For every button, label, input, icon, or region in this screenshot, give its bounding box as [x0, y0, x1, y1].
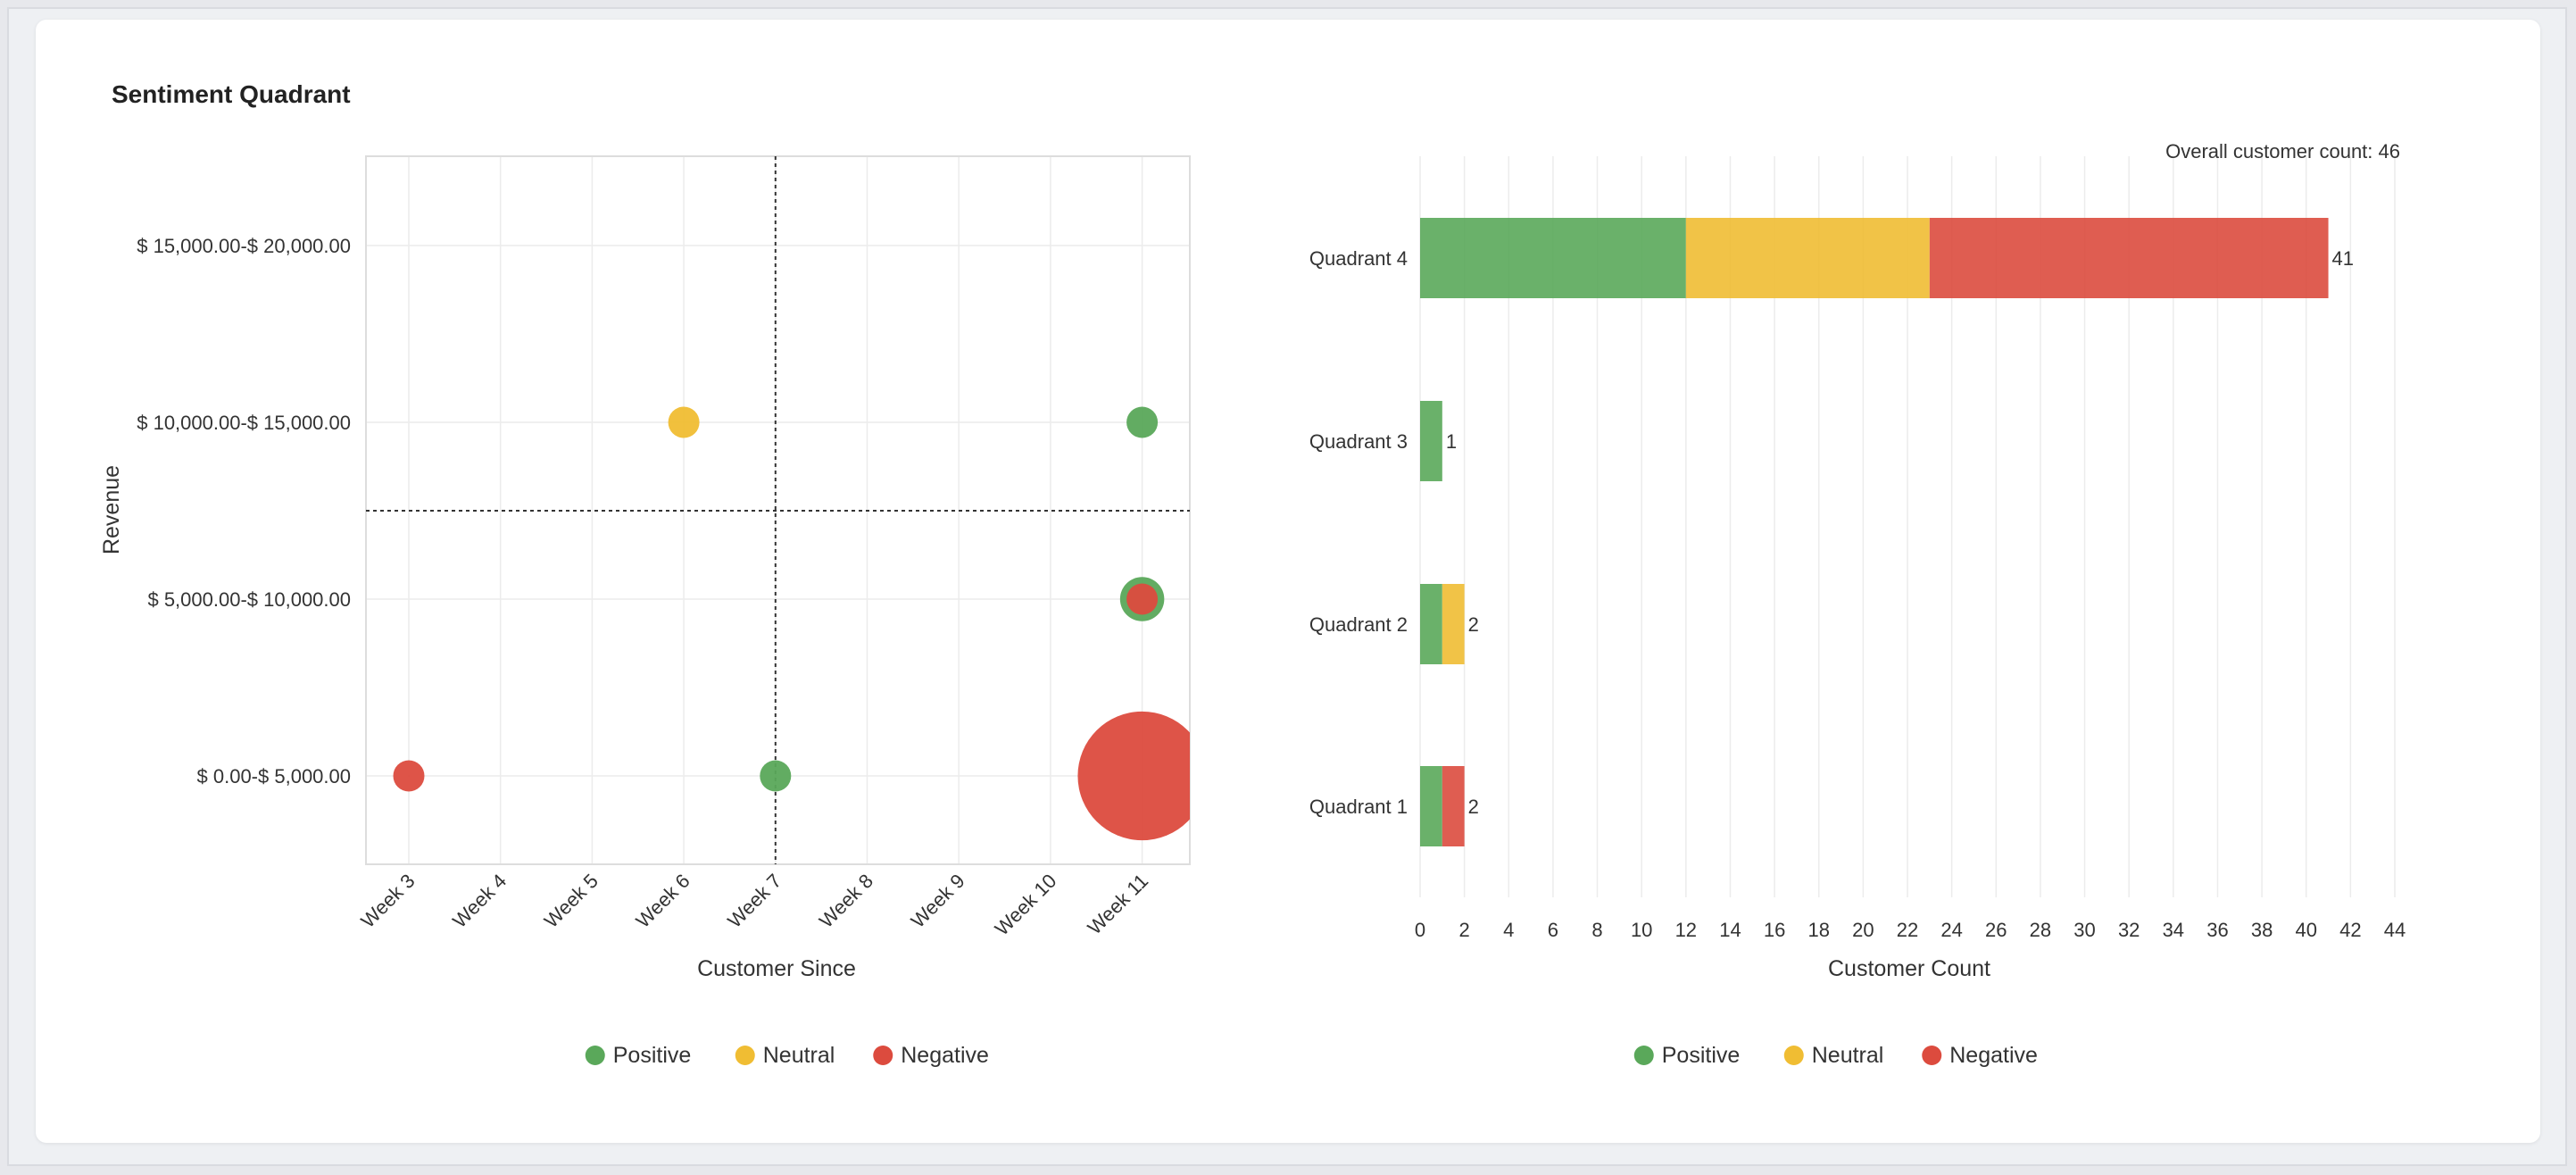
legend-item-positive[interactable]: Positive	[585, 1043, 692, 1068]
bar-x-tick-label: 8	[1591, 919, 1602, 941]
bar-total-label: 2	[1468, 796, 1479, 818]
bubble-point-negative[interactable]	[393, 760, 425, 792]
bubble-point-positive[interactable]	[1126, 406, 1159, 438]
legend-item-neutral[interactable]: Neutral	[735, 1043, 835, 1068]
bar-x-tick-label: 2	[1459, 919, 1470, 941]
legend-swatch	[873, 1046, 893, 1065]
bubble-y-tick-label: $ 5,000.00-$ 10,000.00	[147, 588, 351, 611]
bar-x-tick-label: 16	[1764, 919, 1785, 941]
bar-x-tick-label: 44	[2384, 919, 2406, 941]
bubble-grid	[366, 156, 1190, 864]
chart-card: Sentiment Quadrant	[36, 20, 2540, 1143]
bubble-x-tick-label: Week 9	[907, 870, 969, 932]
legend-item-neutral[interactable]: Neutral	[1783, 1043, 1884, 1068]
bar-x-tick-label: 18	[1807, 919, 1829, 941]
legend-label: Positive	[613, 1043, 692, 1068]
legend-item-negative[interactable]: Negative	[1922, 1043, 2038, 1068]
legend-item-negative[interactable]: Negative	[873, 1043, 989, 1068]
bar-segment-positive[interactable]	[1420, 401, 1442, 481]
bar-x-tick-label: 30	[2073, 919, 2095, 941]
bar-x-tick-label: 28	[2030, 919, 2051, 941]
bubble-x-tick-label: Week 4	[448, 870, 511, 932]
legend-swatch	[1922, 1046, 1942, 1065]
bubble-point-positive[interactable]	[760, 760, 792, 792]
bar-x-tick-label: 34	[2163, 919, 2184, 941]
bar-x-tick-label: 38	[2251, 919, 2273, 941]
bubble-y-tick-label: $ 10,000.00-$ 15,000.00	[137, 412, 351, 434]
bar-x-ticks: 0 2 4 6 8 10 12 14 16 18 20 22 24 26 28 30 32 34 36 38 40 42 4…	[1415, 919, 2406, 941]
bar-segment-positive[interactable]	[1420, 218, 1686, 298]
legend-label: Negative	[1949, 1043, 2038, 1068]
bubble-chart: $ 0.00-$ 5,000.00 $ 5,000.00-$ 10,000.00 $…	[99, 155, 1206, 1068]
legend-label: Neutral	[1812, 1043, 1884, 1068]
bar-total-label: 1	[1446, 430, 1457, 453]
bar-x-tick-label: 6	[1548, 919, 1558, 941]
legend-swatch	[1633, 1046, 1654, 1065]
legend-label: Positive	[1662, 1043, 1741, 1068]
bubble-point-negative[interactable]	[1077, 711, 1206, 841]
bar-segment-neutral[interactable]	[1685, 218, 1930, 298]
bar-x-axis-title: Customer Count	[1828, 956, 1990, 981]
bar-x-tick-label: 14	[1719, 919, 1741, 941]
bubble-legend[interactable]: Positive Neutral Negative	[585, 1043, 989, 1068]
bar-x-tick-label: 42	[2339, 919, 2361, 941]
bar-x-tick-label: 4	[1503, 919, 1514, 941]
overall-count-annotation: Overall customer count: 46	[2165, 140, 2400, 162]
bar-total-label: 2	[1468, 613, 1479, 636]
bubble-x-tick-label: Week 7	[723, 870, 785, 932]
card-title: Sentiment Quadrant	[112, 80, 351, 108]
legend-label: Neutral	[763, 1043, 835, 1068]
bar-segment-neutral[interactable]	[1442, 584, 1465, 664]
bubble-x-tick-label: Week 6	[631, 870, 694, 932]
bar-segment-negative[interactable]	[1442, 766, 1465, 846]
bubble-x-tick-label: Week 3	[356, 870, 419, 932]
bar-category-label: Quadrant 4	[1309, 247, 1408, 270]
bar-category-label: Quadrant 2	[1309, 613, 1408, 636]
bubble-points	[393, 406, 1206, 841]
bubble-y-tick-label: $ 0.00-$ 5,000.00	[197, 765, 351, 788]
bubble-x-tick-label: Week 10	[991, 870, 1061, 940]
bubble-point-negative[interactable]	[1126, 583, 1159, 615]
bar-x-tick-label: 12	[1675, 919, 1697, 941]
bar-x-tick-label: 20	[1852, 919, 1874, 941]
legend-swatch	[735, 1046, 755, 1065]
bar-x-tick-label: 26	[1985, 919, 2007, 941]
bar-category-labels: Quadrant 4 Quadrant 3 Quadrant 2 Quadrant 1	[1309, 247, 1408, 818]
bubble-y-ticks: $ 0.00-$ 5,000.00 $ 5,000.00-$ 10,000.00 $…	[137, 235, 351, 788]
bar-segment-positive[interactable]	[1420, 766, 1442, 846]
bar-x-tick-label: 24	[1940, 919, 1962, 941]
bar-x-tick-label: 22	[1897, 919, 1918, 941]
bubble-x-ticks: Week 3 Week 4 Week 5 Week 6 Week 7 Week 8 Week…	[356, 870, 1152, 940]
legend-swatch	[585, 1046, 605, 1065]
bar-x-tick-label: 32	[2118, 919, 2140, 941]
bubble-point-neutral[interactable]	[668, 406, 700, 438]
bar-x-tick-label: 0	[1415, 919, 1425, 941]
legend-item-positive[interactable]: Positive	[1633, 1043, 1741, 1068]
bubble-x-tick-label: Week 5	[540, 870, 602, 932]
bar-total-label: 41	[2332, 247, 2354, 270]
bubble-y-axis-title: Revenue	[99, 465, 124, 554]
bar-segment-positive[interactable]	[1420, 584, 1442, 664]
legend-swatch	[1783, 1046, 1804, 1065]
bubble-x-axis-title: Customer Since	[697, 956, 856, 981]
bar-category-label: Quadrant 1	[1309, 796, 1408, 818]
bubble-x-tick-label: Week 11	[1083, 870, 1152, 939]
bar-x-tick-label: 40	[2295, 919, 2316, 941]
bar-segments	[1420, 218, 2329, 846]
bar-x-tick-label: 36	[2206, 919, 2228, 941]
bubble-x-tick-label: Week 8	[815, 870, 877, 932]
bar-total-labels: 41 1 2 2	[1446, 247, 2354, 818]
bubble-y-tick-label: $ 15,000.00-$ 20,000.00	[137, 235, 351, 257]
bar-segment-negative[interactable]	[1929, 218, 2329, 298]
legend-label: Negative	[901, 1043, 989, 1068]
quadrant-dividers	[366, 156, 1190, 864]
bar-legend[interactable]: Positive Neutral Negative	[1633, 1043, 2038, 1068]
bar-x-tick-label: 10	[1631, 919, 1652, 941]
bar-category-label: Quadrant 3	[1309, 430, 1408, 453]
